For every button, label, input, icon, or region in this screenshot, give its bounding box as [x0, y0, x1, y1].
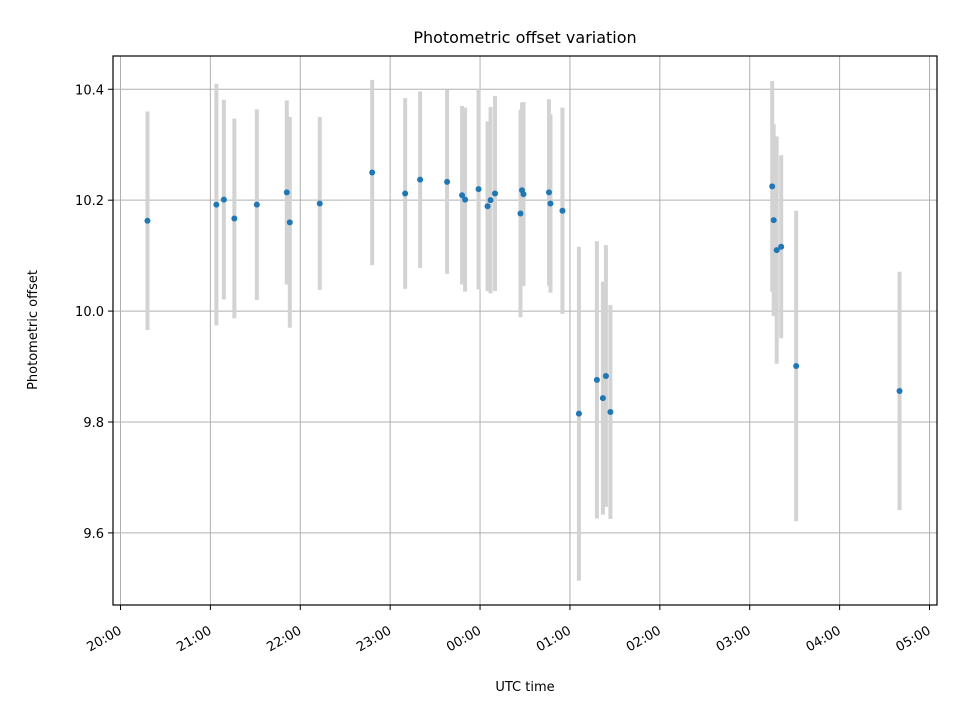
data-point — [417, 176, 424, 183]
x-axis-ticks: 20:00 21:00 22:00 23:00 00:00 01:00 02:00 03:00… — [85, 605, 934, 655]
data-point — [602, 372, 609, 379]
y-tick-label: 10.0 — [75, 305, 104, 320]
data-point — [144, 217, 151, 224]
data-point — [896, 387, 903, 394]
x-tick-label: 04:00 — [804, 623, 844, 655]
data-point — [773, 247, 780, 254]
data-point — [369, 169, 376, 176]
y-axis-label: Photometric offset — [26, 270, 41, 390]
data-point — [253, 201, 260, 208]
data-point — [520, 191, 527, 198]
y-tick-label: 9.6 — [83, 527, 104, 542]
x-tick-label: 01:00 — [534, 623, 574, 655]
data-point — [484, 203, 491, 210]
data-point — [316, 200, 323, 207]
errorbars-layer — [145, 79, 902, 581]
data-point — [487, 197, 494, 204]
points-layer — [144, 169, 903, 417]
x-tick-label: 02:00 — [624, 623, 664, 655]
data-point — [547, 200, 554, 207]
data-point — [492, 190, 499, 197]
data-point — [593, 376, 600, 383]
data-point — [793, 362, 800, 369]
x-tick-label: 23:00 — [354, 623, 394, 655]
y-axis-ticks: 9.6 9.8 10.0 10.2 10.4 — [75, 83, 113, 542]
data-point — [517, 210, 524, 217]
data-point — [220, 196, 227, 203]
data-point — [545, 189, 552, 196]
data-point — [475, 186, 482, 193]
x-axis-label: UTC time — [495, 680, 554, 695]
x-tick-label: 00:00 — [444, 623, 484, 655]
data-point — [770, 217, 777, 224]
data-point — [444, 178, 451, 185]
data-point — [559, 207, 566, 214]
x-tick-label: 05:00 — [894, 623, 934, 655]
data-point — [778, 243, 785, 250]
data-point — [575, 410, 582, 417]
data-point — [231, 215, 238, 222]
data-point — [769, 183, 776, 190]
data-point — [462, 196, 469, 203]
x-tick-label: 20:00 — [85, 623, 125, 655]
y-tick-label: 10.4 — [75, 83, 104, 98]
data-point — [213, 201, 220, 208]
x-tick-label: 22:00 — [264, 623, 304, 655]
data-point — [607, 409, 614, 416]
data-point — [286, 219, 293, 226]
data-point — [459, 192, 466, 199]
chart-title: Photometric offset variation — [413, 28, 636, 47]
data-point — [402, 190, 409, 197]
data-point — [599, 395, 606, 402]
y-tick-label: 9.8 — [83, 416, 104, 431]
data-point — [283, 189, 290, 196]
plot-frame — [112, 55, 938, 606]
y-tick-label: 10.2 — [75, 194, 104, 209]
x-tick-label: 21:00 — [174, 623, 214, 655]
x-tick-label: 03:00 — [714, 623, 754, 655]
